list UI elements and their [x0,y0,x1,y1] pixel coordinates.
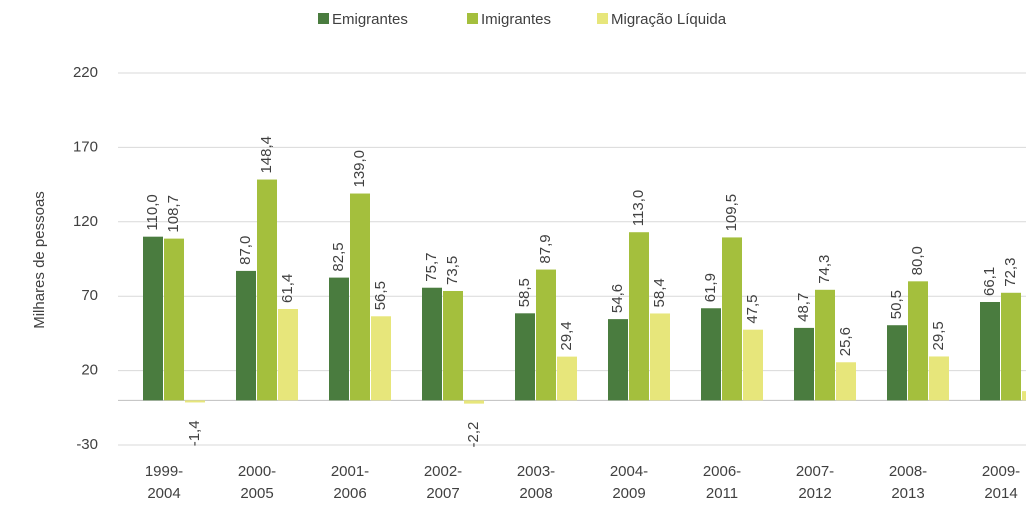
bar [143,236,163,401]
data-label: 50,5 [888,290,905,319]
bar [980,302,1000,401]
legend-swatch [467,13,478,24]
bar [557,356,577,401]
bar [278,308,298,401]
y-tick-label: 170 [73,138,98,155]
data-label: 109,5 [723,194,740,232]
bar [722,237,742,401]
x-tick-label: 2000-2005 [238,463,276,502]
x-tick-label: 2007-2012 [796,463,834,502]
bar [443,290,463,401]
data-label: 29,5 [930,321,947,350]
data-label: -1,4 [186,420,203,446]
y-tick-label: 20 [81,362,98,379]
bar [887,325,907,401]
data-label: 87,9 [537,234,554,263]
bar [515,313,535,401]
y-tick-label: 220 [73,64,98,81]
legend-swatch [597,13,608,24]
data-label: 56,5 [372,281,389,310]
data-label: 74,3 [816,255,833,284]
y-axis-title: Milhares de pessoas [31,191,48,329]
data-label: 58,4 [651,278,668,307]
bar [371,316,391,401]
legend-label: Imigrantes [481,11,551,28]
y-tick-label: 70 [81,287,98,304]
bar [608,319,628,401]
bar [236,270,256,401]
bar [908,281,928,401]
bar [1001,292,1021,401]
x-tick-label: 1999-2004 [145,463,183,502]
data-label: 75,7 [423,253,440,282]
data-label: 73,5 [444,256,461,285]
data-label: 54,6 [609,284,626,313]
x-tick-label: 2008-2013 [889,463,927,502]
bar [650,313,670,401]
bar [164,238,184,401]
legend-label: Migração Líquida [611,11,727,28]
data-label: 148,4 [258,136,275,174]
data-label: 29,4 [558,321,575,350]
x-tick-label: 2006-2011 [703,463,741,502]
x-tick-label: 2001-2006 [331,463,369,502]
x-tick-label: 2003-2008 [517,463,555,502]
bar [422,287,442,401]
data-label: 82,5 [330,242,347,271]
legend-label: Emigrantes [332,11,408,28]
bar [464,400,484,404]
y-tick-label: 120 [73,213,98,230]
bar [794,327,814,401]
bar [836,362,856,401]
data-label: 47,5 [744,294,761,323]
data-label: 48,7 [795,293,812,322]
data-label: 87,0 [237,236,254,265]
bar [257,179,277,401]
y-tick-label: -30 [76,436,98,453]
x-tick-label: 2002-2007 [424,463,462,502]
bar [185,400,205,403]
data-label: 80,0 [909,246,926,275]
data-label: 6,2 [1023,364,1026,385]
bar [815,289,835,401]
x-tick-label: 2004-2009 [610,463,648,502]
bar [629,232,649,401]
bar [743,329,763,401]
bar [329,277,349,401]
bar [350,193,370,401]
data-label: 110,0 [144,194,161,230]
data-label: 66,1 [981,267,998,296]
data-label: -2,2 [465,422,482,448]
x-tick-label: 2009-2014 [982,463,1020,502]
bar [536,269,556,401]
data-label: 25,6 [837,327,854,356]
data-label: 113,0 [630,190,647,226]
data-label: 139,0 [351,150,368,188]
bar [701,308,721,401]
data-label: 72,3 [1002,258,1019,287]
data-label: 108,7 [165,195,182,233]
data-label: 61,4 [279,274,296,303]
bar [929,356,949,401]
data-label: 58,5 [516,278,533,307]
legend-swatch [318,13,329,24]
data-label: 61,9 [702,273,719,302]
bar [1022,391,1026,401]
